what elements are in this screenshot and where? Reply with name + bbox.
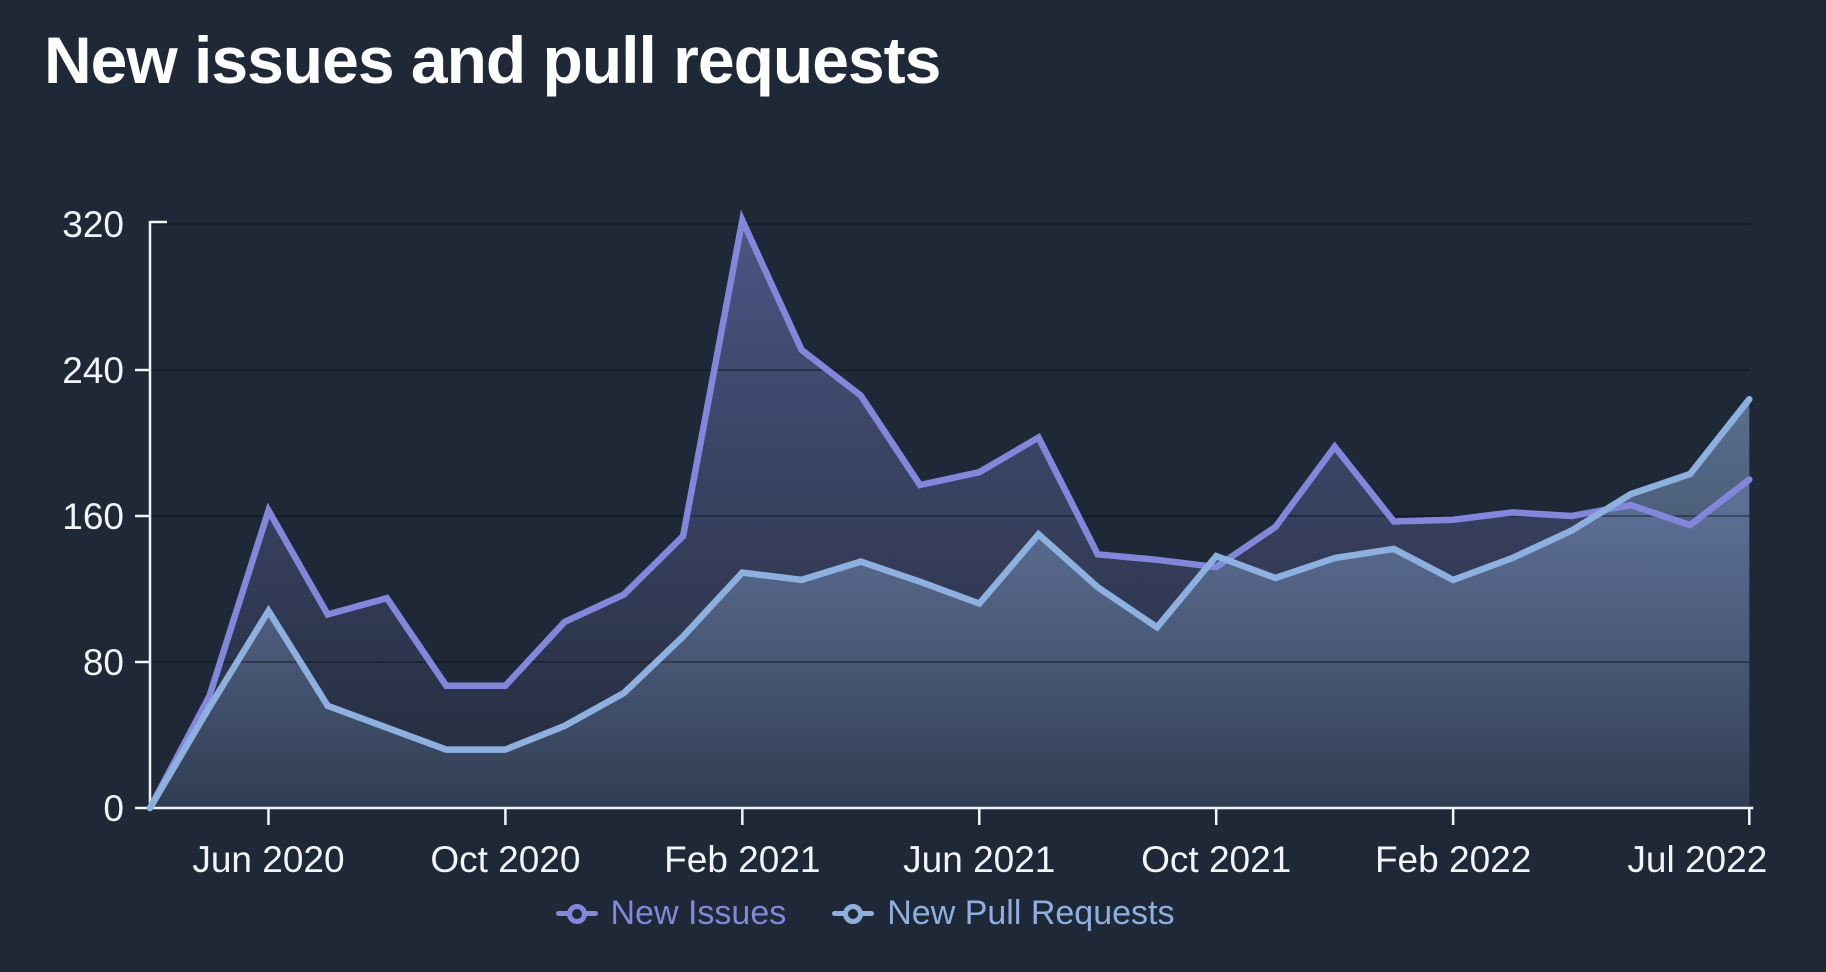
x-tick-label: Oct 2021 [1141, 839, 1291, 880]
chart-title: New issues and pull requests [44, 23, 941, 97]
x-tick-label: Jun 2020 [192, 839, 344, 880]
x-tick-label: Jun 2021 [903, 839, 1055, 880]
series-line-1 [146, 395, 1753, 812]
series-area-1 [150, 399, 1750, 808]
y-tick-label: 320 [62, 204, 124, 245]
y-tick-label: 0 [103, 788, 124, 829]
series-line-0 [146, 209, 1753, 812]
x-tick-label: Jul 2022 [1627, 839, 1767, 880]
y-tick-label: 160 [62, 496, 124, 537]
x-tick-label: Feb 2022 [1375, 839, 1531, 880]
line-marker-icon [555, 903, 598, 924]
legend-label-new-pull-requests: New Pull Requests [887, 894, 1175, 932]
line-marker-icon [832, 903, 875, 924]
ring-icon [843, 903, 864, 924]
x-tick-label: Feb 2021 [664, 839, 820, 880]
y-tick-label: 80 [83, 642, 124, 683]
chart-legend: New Issues New Pull Requests [0, 894, 1778, 933]
legend-item-new-issues[interactable]: New Issues [555, 894, 787, 933]
x-tick-label: Oct 2020 [430, 839, 580, 880]
y-tick-label: 240 [62, 350, 124, 391]
legend-item-new-pull-requests[interactable]: New Pull Requests [832, 894, 1174, 933]
ring-icon [566, 903, 587, 924]
legend-label-new-issues: New Issues [610, 894, 787, 932]
